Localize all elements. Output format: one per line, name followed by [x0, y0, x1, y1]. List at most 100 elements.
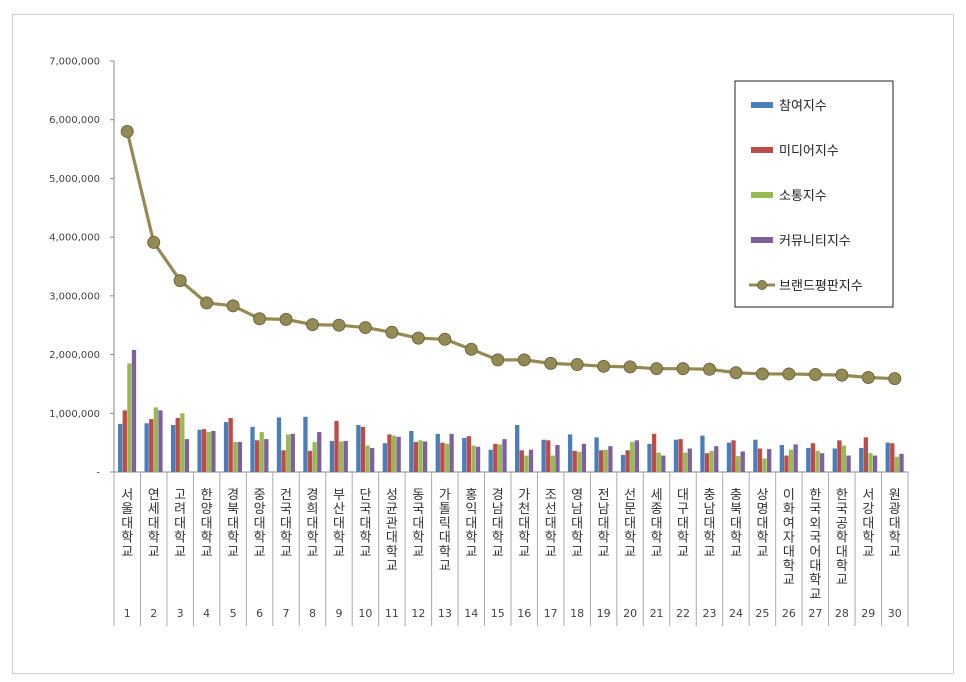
y-tick-label: 7,000,000	[49, 57, 100, 68]
bar	[567, 434, 573, 472]
rank-label: 24	[729, 607, 743, 620]
legend-label: 미디어지수	[779, 144, 839, 159]
rank-label: 18	[570, 607, 584, 620]
bar	[608, 446, 613, 472]
rank-label: 19	[597, 607, 611, 620]
bar	[413, 442, 419, 472]
bar	[832, 448, 837, 472]
rank-label: 7	[283, 607, 290, 620]
bar	[131, 349, 137, 472]
bar	[466, 436, 471, 472]
bar	[515, 425, 520, 472]
bar	[254, 440, 260, 472]
line-point	[888, 372, 902, 386]
line-point	[411, 331, 425, 345]
bar	[731, 440, 736, 472]
line-point	[676, 362, 690, 376]
line-point	[200, 296, 214, 310]
bar	[180, 413, 185, 472]
bar	[440, 442, 445, 472]
bar	[594, 437, 599, 472]
bar	[290, 433, 295, 472]
line-point	[729, 366, 743, 380]
rank-label: 2	[150, 607, 157, 620]
legend-swatch	[751, 237, 773, 243]
bar	[872, 455, 878, 472]
rank-label: 16	[517, 607, 531, 620]
bar	[223, 422, 229, 472]
bar	[572, 450, 577, 472]
line-point	[782, 367, 796, 381]
bar	[630, 442, 635, 472]
bar	[815, 450, 820, 472]
bar	[387, 434, 392, 472]
bar	[740, 451, 745, 472]
bar	[233, 442, 238, 472]
rank-label: 25	[755, 607, 769, 620]
chart-frame: - 1,000,000 2,000,000 3,000,000 4,000,000 5,0…	[12, 14, 954, 674]
bar	[444, 443, 450, 472]
bar	[524, 455, 529, 472]
bar	[528, 449, 534, 472]
y-tick-label: -	[96, 468, 100, 479]
rank-label: 14	[464, 607, 478, 620]
bar	[767, 449, 772, 472]
bar	[449, 433, 454, 472]
bar	[541, 439, 546, 472]
line-point	[464, 342, 478, 356]
line-point	[597, 359, 611, 373]
bar	[859, 447, 864, 472]
bar	[735, 456, 741, 472]
line-point	[385, 325, 399, 339]
bar	[264, 439, 269, 472]
line-point	[861, 370, 875, 384]
bar	[334, 420, 339, 472]
legend-swatch	[751, 147, 773, 153]
rank-label: 5	[230, 607, 237, 620]
bar	[202, 429, 207, 472]
bar	[365, 445, 370, 472]
bar	[312, 442, 317, 472]
bar	[704, 453, 710, 472]
line-point	[253, 312, 267, 326]
rank-label: 15	[491, 607, 505, 620]
bar	[651, 433, 657, 472]
bar	[317, 432, 322, 472]
bar	[493, 443, 498, 472]
line-point	[438, 332, 452, 346]
bar	[158, 410, 163, 472]
bar	[149, 419, 154, 472]
bar	[343, 440, 348, 472]
bar	[550, 455, 555, 472]
bar	[894, 456, 900, 472]
bar	[810, 443, 816, 472]
bar	[338, 441, 344, 472]
bar	[634, 440, 639, 472]
bar	[502, 439, 507, 472]
legend-label: 소통지수	[779, 189, 827, 204]
bar	[435, 433, 440, 472]
bar	[753, 439, 758, 472]
bar	[475, 446, 481, 472]
rank-label: 30	[888, 607, 902, 620]
bar	[762, 458, 767, 472]
bar	[418, 440, 423, 472]
